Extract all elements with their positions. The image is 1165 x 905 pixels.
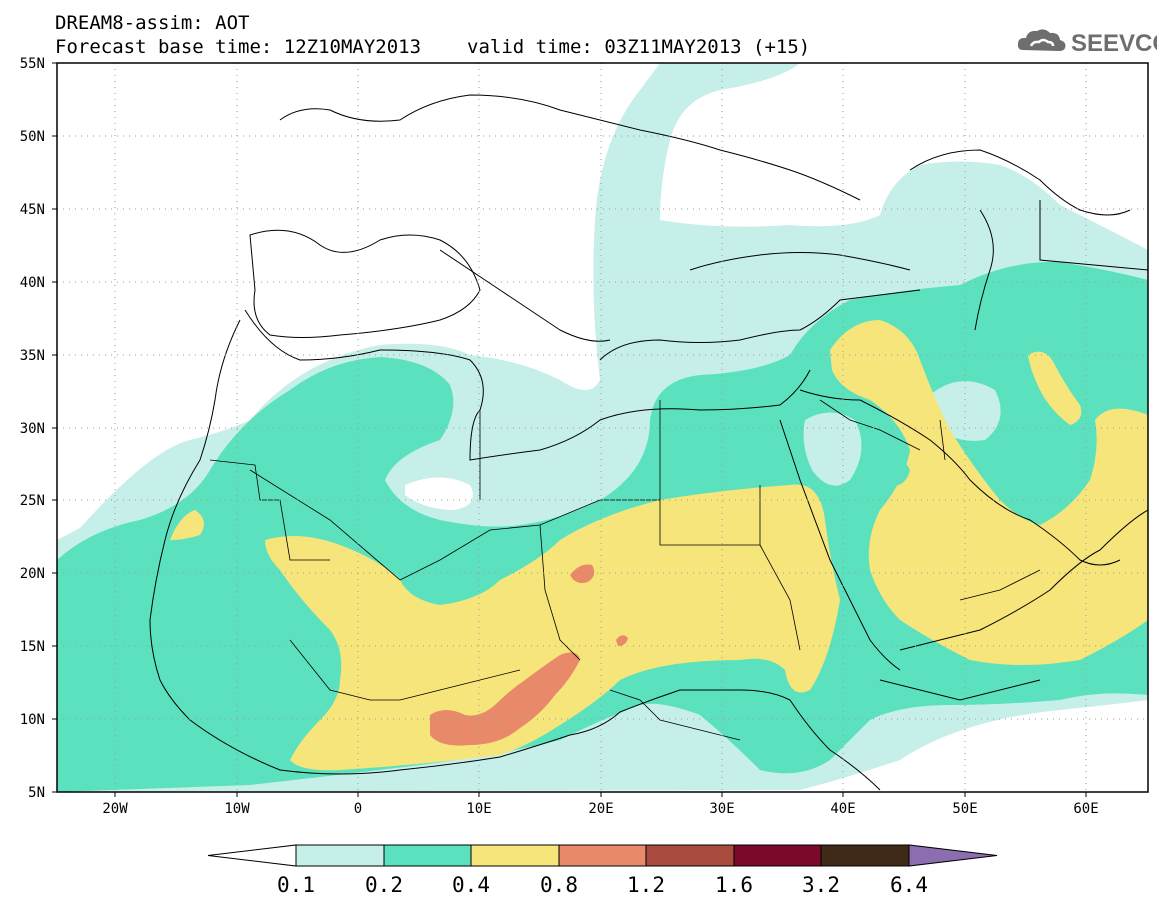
lat-label: 15N [20,639,45,655]
colorbar-swatch [733,844,822,867]
axis-ticks [52,62,1087,797]
map-title: DREAM8-assim: AOT [55,12,250,34]
lat-label: 50N [20,129,45,145]
colorbar-label: 6.4 [890,873,928,897]
lon-labels: 20W 10W 0 10E 20E 30E 40E 50E 60E [102,801,1098,817]
colorbar-swatch [645,844,735,867]
lon-label: 30E [709,801,734,817]
country-borders [209,399,1041,741]
colorbar-label: 0.4 [452,873,490,897]
lon-label: 0 [354,801,362,817]
colorbar-swatch [470,844,560,867]
base-time: Forecast base time: 12Z10MAY2013 [55,36,422,58]
colorbar-label: 0.8 [540,873,578,897]
lon-label: 10E [466,801,491,817]
lon-label: 10W [224,801,250,817]
lat-labels: 55N 50N 45N 40N 35N 30N 25N 20N 15N 10N … [20,56,45,801]
lat-label: 55N [20,56,45,72]
colorbar-label: 1.6 [715,873,753,897]
lat-label: 20N [20,566,45,582]
lat-label: 10N [20,712,45,728]
colorbar-label: 1.2 [627,873,665,897]
lon-label: 60E [1073,801,1098,817]
colorbar-label: 3.2 [802,873,840,897]
aot-band-0.4 [265,484,840,771]
lat-label: 35N [20,348,45,364]
lat-label: 25N [20,493,45,509]
forecast-times: Forecast base time: 12Z10MAY2013 valid ti… [55,36,810,58]
colorbar-swatch [558,844,647,867]
colorbar-arrow-high [908,844,998,867]
seevccc-logo: SEEVCCC [1017,24,1165,58]
colorbar-labels: 0.1 0.2 0.4 0.8 1.2 1.6 3.2 6.4 [277,873,928,897]
colorbar-arrow-low [207,844,297,867]
coastlines [149,94,1148,791]
lon-label: 20E [588,801,613,817]
lat-label: 5N [28,785,45,801]
cloud-icon: SEEVCCC [1017,29,1165,57]
lon-label: 40E [830,801,855,817]
lat-label: 45N [20,202,45,218]
lat-label: 30N [20,421,45,437]
lon-label: 50E [952,801,977,817]
lon-label: 20W [102,801,128,817]
lat-label: 40N [20,275,45,291]
colorbar-label: 0.1 [277,873,315,897]
logo-text: SEEVCCC [1071,30,1157,57]
colorbar [207,844,998,867]
colorbar-label: 0.2 [365,873,403,897]
colorbar-swatch [295,844,385,867]
colorbar-swatch [820,844,910,867]
valid-time: valid time: 03Z11MAY2013 (+15) [467,36,811,58]
colorbar-swatch [383,844,472,867]
aot-band-0.8 [430,652,580,746]
